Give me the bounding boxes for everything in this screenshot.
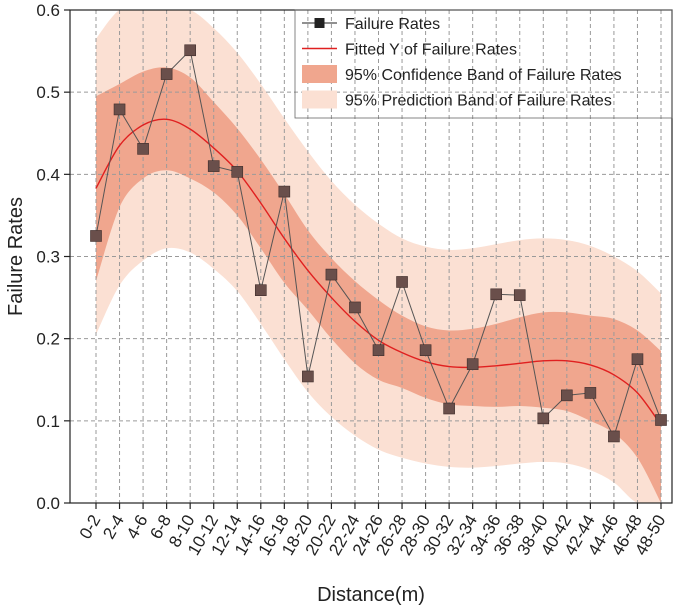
legend-label-data: Failure Rates	[345, 16, 440, 33]
y-tick-label-0: 0.0	[36, 494, 60, 513]
data-point-46-48	[631, 353, 644, 366]
y-tick-label-4: 0.4	[36, 165, 60, 184]
data-point-2-4	[113, 103, 126, 116]
x-tick-label-2-4: 2-4	[99, 512, 128, 543]
data-point-44-46	[608, 430, 620, 443]
data-point-28-30	[419, 344, 432, 356]
data-point-36-38	[513, 289, 526, 301]
fit-layer	[95, 118, 662, 426]
data-point-14-16	[254, 284, 267, 296]
data-point-6-8	[160, 68, 173, 80]
legend-label-fit: Fitted Y of Failure Rates	[345, 42, 517, 59]
data-point-24-26	[372, 344, 385, 356]
legend-swatch-data-marker	[314, 18, 325, 28]
x-tick-label-4-6: 4-6	[123, 512, 152, 543]
data-point-26-28	[396, 276, 408, 288]
data-point-18-20	[302, 370, 314, 383]
data-point-40-42	[561, 389, 573, 402]
data-point-22-24	[349, 301, 361, 314]
data-point-10-12	[207, 160, 220, 172]
grid-layer	[70, 10, 672, 503]
legend-label-confidence: 95% Confidence Band of Failure Rates	[345, 67, 622, 84]
fitted-line	[95, 118, 662, 426]
y-tick-label-2: 0.2	[36, 330, 60, 349]
data-point-34-36	[490, 288, 503, 301]
legend: Failure Rates Fitted Y of Failure Rates 95…	[294, 9, 673, 119]
data-point-20-22	[325, 268, 338, 281]
data-point-8-10	[184, 44, 196, 57]
y-tick-label-1: 0.1	[36, 412, 60, 431]
data-point-48-50	[655, 414, 667, 426]
y-tick-label-3: 0.3	[36, 248, 60, 267]
data-point-16-18	[278, 185, 291, 198]
y-tick-label-5: 0.5	[36, 83, 60, 102]
legend-frame	[294, 9, 673, 119]
data-series-layer	[90, 44, 667, 443]
data-point-12-14	[231, 166, 244, 178]
data-point-42-44	[584, 387, 597, 399]
data-point-4-6	[137, 143, 149, 155]
data-point-0-2	[90, 230, 102, 242]
data-point-32-34	[466, 358, 479, 370]
legend-swatch-confidence	[302, 65, 337, 83]
axes-layer: 0.00.10.20.30.40.50.60-22-44-66-88-1010-…	[36, 1, 673, 559]
x-axis-title: Distance(m)	[317, 584, 425, 606]
x-tick-label-0-2: 0-2	[76, 512, 105, 543]
y-tick-label-6: 0.6	[36, 1, 60, 20]
data-point-38-40	[537, 412, 550, 425]
legend-swatch-prediction	[302, 90, 337, 109]
data-point-30-32	[443, 402, 455, 415]
y-axis-title: Failure Rates	[5, 197, 27, 316]
legend-label-prediction: 95% Prediction Band of Failure Rates	[345, 93, 612, 110]
